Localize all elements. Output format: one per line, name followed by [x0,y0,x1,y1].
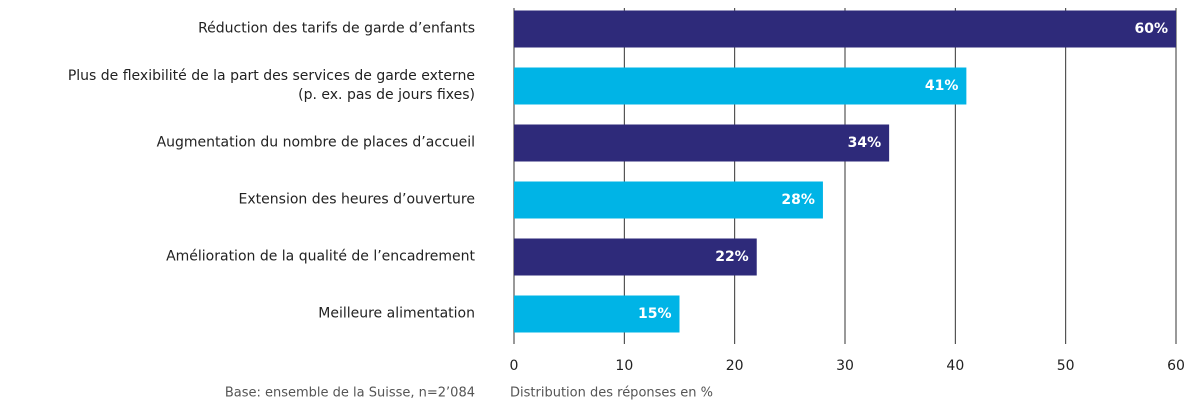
category-label: Plus de flexibilité de la part des servi… [67,68,475,103]
bar [514,181,823,219]
category-label: Meilleure alimentation [318,305,475,322]
bar [514,67,967,105]
category-label: Augmentation du nombre de places d’accue… [156,134,475,151]
value-label: 28% [781,192,815,208]
value-label: 22% [715,249,749,265]
x-tick-label: 50 [1057,358,1075,374]
x-tick-label: 60 [1167,358,1185,374]
x-tick-label: 10 [615,358,633,374]
value-label: 41% [925,78,959,94]
category-label: Amélioration de la qualité de l’encadrem… [166,248,475,265]
x-tick-label: 20 [726,358,744,374]
category-label: Réduction des tarifs de garde d’enfants [198,20,475,37]
category-label: Extension des heures d’ouverture [238,191,475,208]
note: Base: ensemble de la Suisse, n=2’084 [225,386,475,401]
x-tick-label: 40 [946,358,964,374]
x-tick-label: 30 [836,358,854,374]
bar [514,10,1176,48]
value-label: 60% [1134,21,1168,37]
bar [514,238,757,276]
x-tick-label: 0 [510,358,519,374]
value-label: 15% [638,306,672,322]
bar [514,124,890,162]
bar [514,295,680,333]
x-axis-label: Distribution des réponses en % [510,386,713,401]
value-label: 34% [848,135,882,151]
